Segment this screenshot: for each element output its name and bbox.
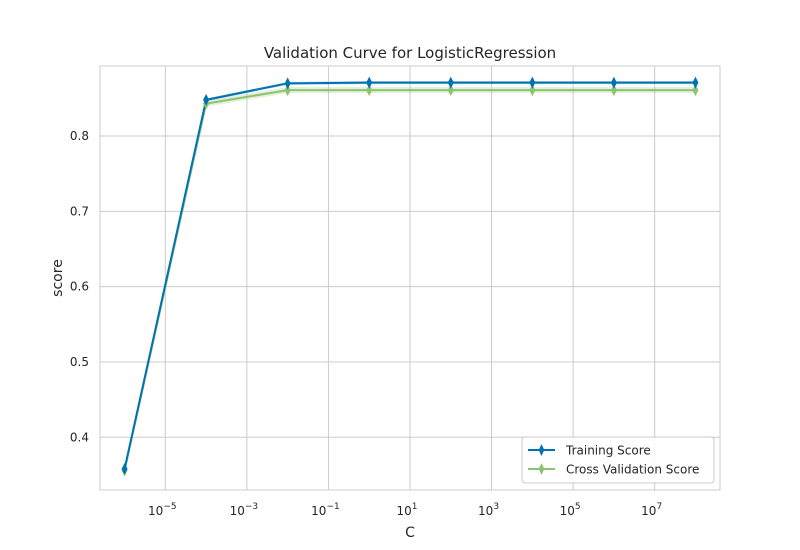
series-lines <box>123 81 696 471</box>
y-tick-labels: 0.4 0.5 0.6 0.7 0.8 <box>70 129 89 444</box>
data-point <box>284 77 291 90</box>
x-tick-label: 103 <box>478 502 499 518</box>
y-tick-label: 0.5 <box>70 355 89 369</box>
series-line-1 <box>123 89 696 471</box>
x-tick-exponent: −5 <box>163 502 176 512</box>
data-point <box>121 462 128 475</box>
data-point <box>529 84 536 97</box>
x-tick-label: 101 <box>396 502 417 518</box>
legend-marker-cv <box>538 463 545 475</box>
y-axis-label: score <box>50 259 66 297</box>
legend-label-cv: Cross Validation Score <box>566 463 699 477</box>
legend: Training Score Cross Validation Score <box>521 436 715 484</box>
y-tick-label: 0.8 <box>70 129 89 143</box>
data-point <box>529 76 536 89</box>
chart-title: Validation Curve for LogisticRegression <box>264 44 556 62</box>
x-tick-base: 10 <box>311 504 326 518</box>
x-tick-base: 10 <box>396 504 411 518</box>
x-tick-labels: 10−5 10−3 10−1 101 103 105 107 <box>148 502 662 518</box>
y-tick-label: 0.7 <box>70 204 89 218</box>
y-tick-label: 0.4 <box>70 430 89 444</box>
legend-marker-training <box>538 444 545 456</box>
x-tick-exponent: 5 <box>575 502 581 512</box>
x-tick-label: 107 <box>641 502 662 518</box>
x-tick-exponent: −1 <box>326 502 339 512</box>
x-axis-label: C <box>405 525 415 541</box>
x-tick-label: 10−3 <box>230 502 259 518</box>
data-point <box>610 76 617 89</box>
x-tick-label: 105 <box>560 502 581 518</box>
data-point <box>447 84 454 97</box>
data-point <box>284 84 291 97</box>
plot-frame <box>99 65 721 491</box>
x-tick-base: 10 <box>148 504 163 518</box>
y-tick-label: 0.6 <box>70 280 89 294</box>
x-tick-exponent: −3 <box>245 502 258 512</box>
series-markers <box>121 76 699 477</box>
x-tick-exponent: 3 <box>493 502 499 512</box>
data-point <box>366 76 373 89</box>
legend-box <box>521 436 715 484</box>
x-tick-exponent: 7 <box>656 502 662 512</box>
x-tick-base: 10 <box>641 504 656 518</box>
x-tick-label: 10−5 <box>148 502 177 518</box>
x-tick-base: 10 <box>230 504 245 518</box>
data-point <box>692 76 699 89</box>
series-line-0 <box>123 81 696 470</box>
data-point <box>203 93 210 106</box>
data-point <box>610 84 617 97</box>
x-tick-base: 10 <box>560 504 575 518</box>
data-point <box>447 76 454 89</box>
x-tick-exponent: 1 <box>412 502 418 512</box>
x-tick-base: 10 <box>478 504 493 518</box>
data-point <box>366 84 373 97</box>
x-tick-label: 10−1 <box>311 502 340 518</box>
legend-label-training: Training Score <box>565 444 651 458</box>
data-point <box>692 84 699 97</box>
